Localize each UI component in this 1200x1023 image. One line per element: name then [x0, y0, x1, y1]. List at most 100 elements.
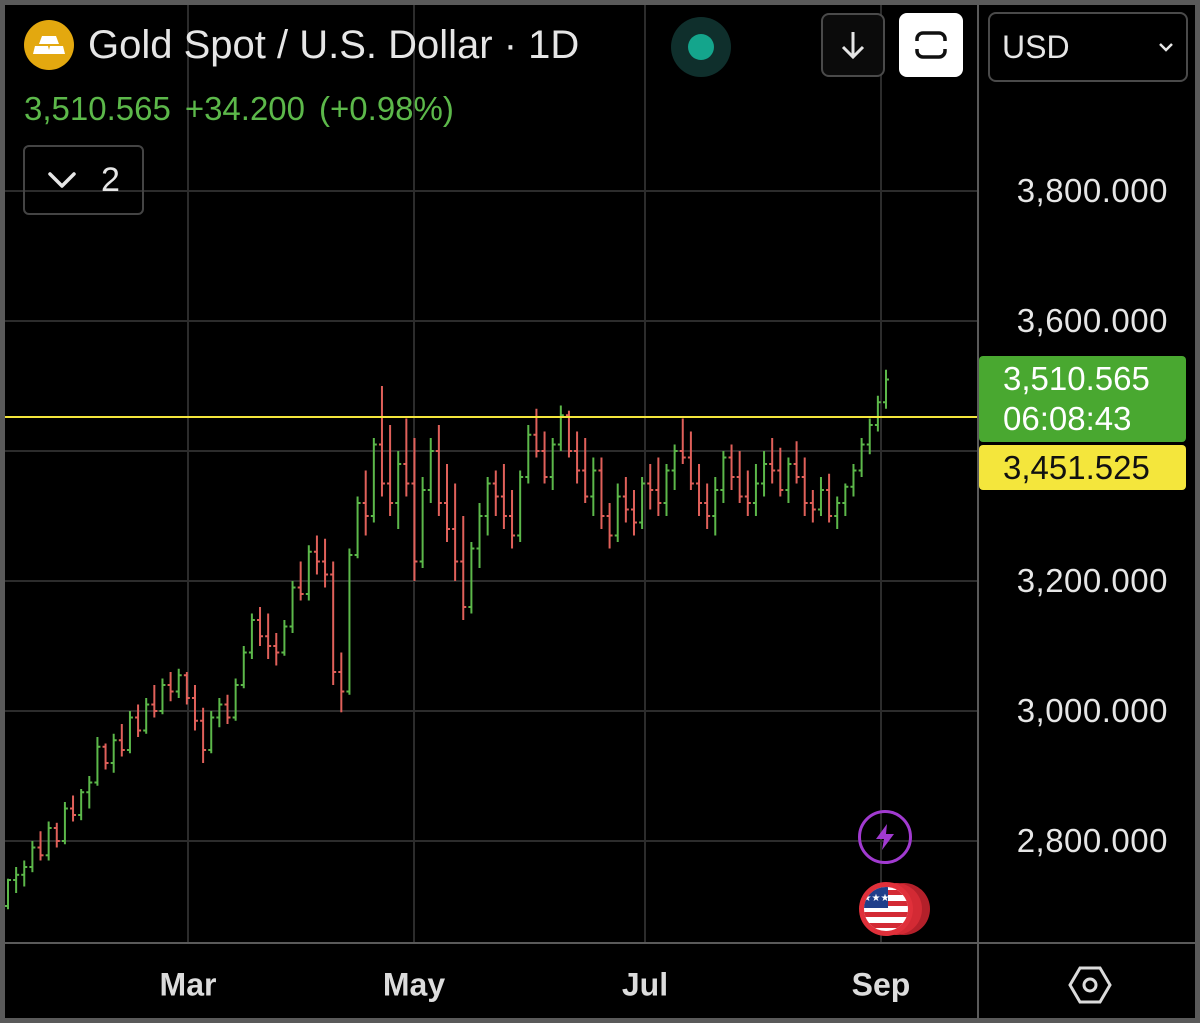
ohlc-bar: [834, 496, 841, 529]
ohlc-bar: [94, 737, 101, 786]
gold-bars-icon: [24, 20, 74, 70]
ohlc-bar: [500, 464, 507, 529]
ohlc-bar: [826, 473, 833, 523]
ohlc-bar: [663, 464, 670, 516]
ohlc-bar: [598, 457, 605, 529]
ohlc-bar: [183, 672, 190, 705]
ohlc-bar: [289, 581, 296, 633]
ohlc-bar: [110, 733, 117, 773]
ohlc-bar: [395, 451, 402, 529]
ohlc-bar: [460, 516, 467, 620]
bar-countdown: 06:08:43: [1003, 400, 1132, 437]
ohlc-bar: [216, 698, 223, 728]
y-tick-label: 2,800.000: [1016, 822, 1168, 859]
ohlc-bar: [13, 867, 20, 893]
ohlc-bar: [224, 694, 231, 724]
y-tick-label: 3,800.000: [1016, 172, 1168, 209]
ohlc-bar: [817, 477, 824, 516]
ohlc-bar: [720, 451, 727, 503]
ohlc-bar: [842, 483, 849, 516]
ohlc-bar: [354, 496, 361, 559]
ohlc-bar: [744, 470, 751, 516]
ohlc-bar: [378, 386, 385, 497]
ohlc-bar: [118, 724, 125, 757]
ohlc-bar: [801, 457, 808, 516]
ohlc-bar: [574, 431, 581, 484]
ohlc-bar: [53, 822, 60, 848]
ohlc-bar: [696, 464, 703, 516]
ohlc-bar: [858, 438, 865, 477]
lightning-bolt-icon[interactable]: [858, 810, 912, 864]
svg-text:★★★: ★★★: [863, 893, 890, 904]
currency-select[interactable]: USD: [988, 12, 1188, 82]
ohlc-bar: [647, 464, 654, 510]
ohlc-bar: [874, 395, 881, 432]
download-button[interactable]: [821, 13, 885, 77]
ohlc-bar: [135, 704, 142, 737]
ohlc-bar: [582, 438, 589, 503]
ohlc-bar: [281, 620, 288, 656]
ohlc-bar: [752, 464, 759, 516]
ohlc-bar: [761, 451, 768, 497]
y-tick-label: 3,600.000: [1016, 302, 1168, 339]
ohlc-bar: [21, 860, 28, 887]
ohlc-bar: [208, 711, 215, 754]
x-tick-label: Jul: [621, 966, 669, 1003]
ohlc-bar: [362, 470, 369, 536]
ohlc-bar: [809, 490, 816, 523]
ohlc-bar: [769, 438, 776, 484]
ohlc-bar: [541, 431, 548, 484]
arrow-down-icon: [841, 32, 865, 60]
ohlc-bar: [297, 561, 304, 601]
ohlc-bar: [639, 477, 646, 529]
us-flag-event-icon[interactable]: ★★★: [856, 880, 934, 938]
ohlc-bar: [435, 425, 442, 516]
ohlc-bar: [785, 457, 792, 503]
chevron-down-icon: [1159, 43, 1173, 52]
ohlc-bar: [557, 405, 564, 451]
ohlc-bar: [175, 668, 182, 698]
ohlc-bar: [590, 457, 597, 516]
last-price-tag-value: 3,510.565: [1003, 360, 1150, 397]
ohlc-bar: [232, 678, 239, 721]
ohlc-bar: [565, 410, 572, 458]
ohlc-bar: [452, 483, 459, 581]
price-change-percent: (+0.98%): [319, 90, 454, 127]
ohlc-bar: [468, 542, 475, 614]
ohlc-bar: [167, 672, 174, 702]
last-price-tag: 3,510.565 06:08:43: [979, 356, 1186, 442]
ohlc-bar: [5, 878, 11, 910]
ohlc-bar: [671, 444, 678, 490]
indicators-count: 2: [101, 160, 120, 199]
ohlc-bar: [86, 776, 93, 809]
ohlc-bar: [630, 490, 637, 536]
ohlc-bar: [305, 545, 312, 601]
ohlc-bar: [549, 438, 556, 490]
ohlc-bar: [37, 831, 44, 861]
ohlc-bar: [883, 369, 889, 409]
indicators-toggle-button[interactable]: 2: [23, 145, 144, 215]
x-tick-label: Mar: [159, 966, 217, 1003]
market-status-dot[interactable]: [671, 17, 731, 77]
ohlc-bar: [61, 802, 68, 845]
settings-hexagon-icon[interactable]: [1068, 963, 1112, 1007]
ohlc-bar: [70, 795, 77, 822]
ohlc-bar: [712, 477, 719, 536]
ohlc-bar: [313, 535, 320, 575]
chart-header: Gold Spot / U.S. Dollar · 1D: [24, 20, 579, 70]
ohlc-bar: [679, 418, 686, 464]
ohlc-bar: [736, 451, 743, 503]
symbol-title[interactable]: Gold Spot / U.S. Dollar · 1D: [88, 22, 580, 67]
ohlc-bar: [151, 685, 158, 718]
x-tick-label: May: [382, 966, 446, 1003]
ohlc-bar: [606, 503, 613, 549]
ohlc-bar: [525, 425, 532, 484]
ohlc-bars: [5, 369, 889, 910]
fit-screen-button[interactable]: [899, 13, 963, 77]
chart-grid: [5, 5, 978, 943]
ohlc-bar: [143, 698, 150, 734]
y-tick-label: 3,000.000: [1016, 692, 1168, 729]
ohlc-bar: [704, 483, 711, 529]
fit-screen-icon: [914, 31, 948, 59]
